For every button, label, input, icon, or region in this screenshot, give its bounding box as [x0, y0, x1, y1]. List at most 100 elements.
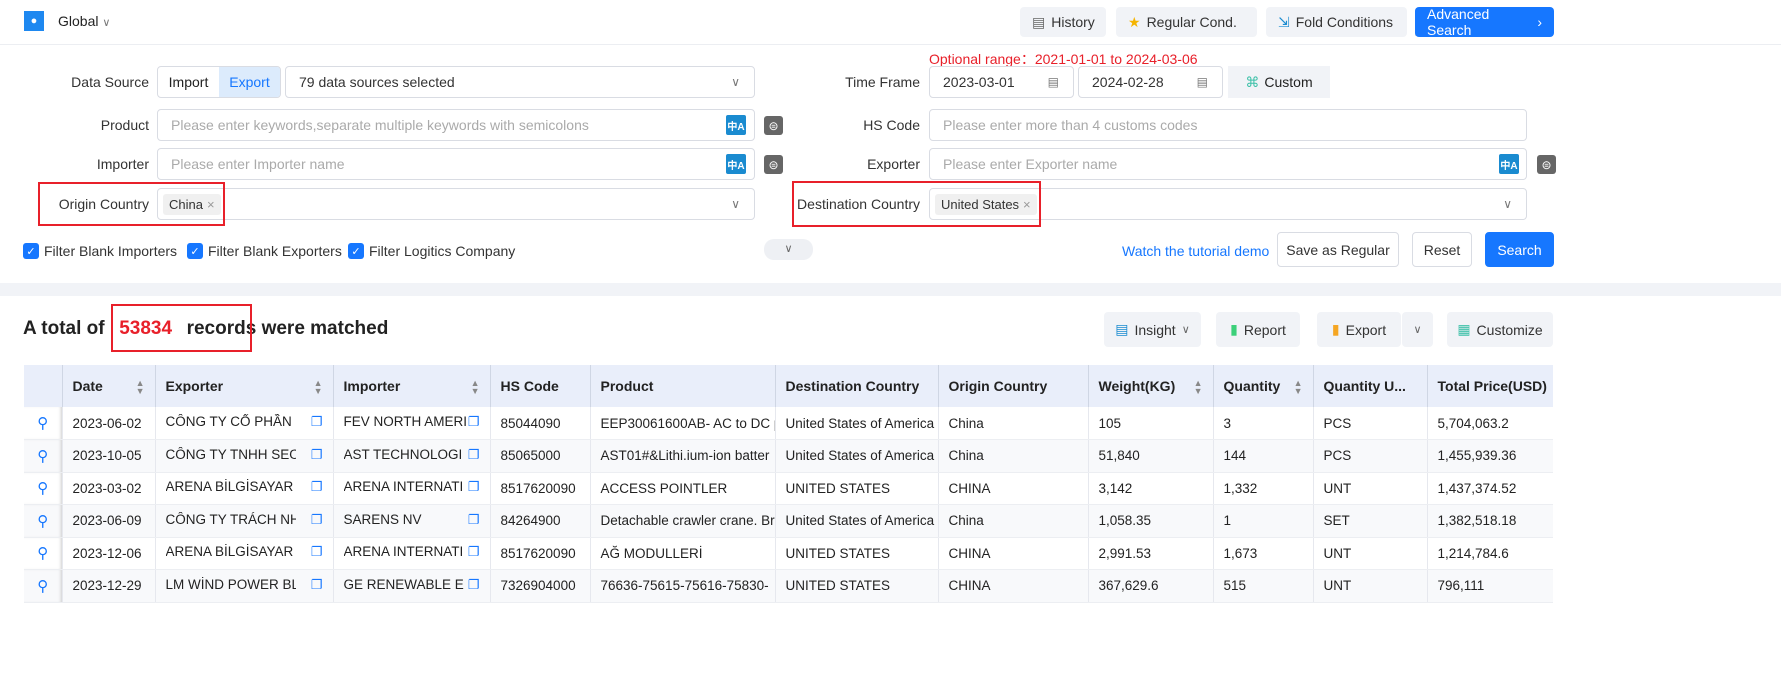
- column-label: Destination Country: [785, 378, 920, 394]
- search-icon[interactable]: ⚲: [24, 537, 62, 570]
- search-icon[interactable]: ⚲: [24, 569, 62, 603]
- time-frame-label: Time Frame: [845, 74, 920, 90]
- copy-icon[interactable]: ❐: [310, 414, 323, 429]
- sort-icon[interactable]: ▲ ▼: [313, 377, 323, 396]
- copy-icon[interactable]: ❐: [310, 576, 323, 592]
- cell-value: 76636-75615-75616-75830-: [600, 578, 769, 594]
- history-button[interactable]: ▤ History: [1020, 7, 1106, 37]
- export-button[interactable]: ▮ Export: [1317, 312, 1401, 347]
- table-row[interactable]: ⚲ 2023-12-06 ❐ ARENA BİLGİSAYAR S ❐ ARENA INT…: [24, 537, 1553, 570]
- report-button[interactable]: ▮ Report: [1216, 312, 1300, 347]
- save-regular-button[interactable]: Save as Regular: [1277, 232, 1399, 267]
- table-row[interactable]: ⚲ 2023-03-02 ❐ ARENA BİLGİSAYAR S ❐ ARENA INT…: [24, 472, 1553, 505]
- customize-button[interactable]: ▦ Customize: [1447, 312, 1553, 347]
- regular-cond-button[interactable]: ★ Regular Cond.: [1116, 7, 1257, 37]
- match-mode-icon[interactable]: ⊜: [764, 116, 783, 135]
- table-cell: 2023-06-02: [61, 407, 155, 440]
- insight-button[interactable]: ▤ Insight ∨: [1104, 312, 1201, 347]
- data-sources-select[interactable]: 79 data sources selected ∨: [285, 66, 755, 98]
- importer-input[interactable]: Please enter Importer name: [157, 148, 755, 180]
- remove-tag-icon[interactable]: ×: [1023, 196, 1031, 212]
- destination-country-label: Destination Country: [797, 196, 920, 212]
- copy-icon[interactable]: ❐: [467, 576, 480, 592]
- column-header[interactable]: Date ▲ ▼: [61, 365, 155, 407]
- advanced-search-button[interactable]: Advanced Search ›: [1415, 6, 1554, 38]
- table-cell: 85065000: [489, 439, 590, 473]
- date-to-input[interactable]: 2024-02-28 ▤: [1078, 66, 1223, 98]
- highlight-box: [111, 304, 252, 352]
- reset-button[interactable]: Reset: [1412, 232, 1472, 267]
- expand-toggle[interactable]: ∨: [764, 239, 813, 260]
- match-mode-icon[interactable]: ⊜: [1537, 155, 1556, 174]
- date-from-input[interactable]: 2023-03-01 ▤: [929, 66, 1074, 98]
- search-icon[interactable]: ⚲: [24, 439, 62, 473]
- import-export-toggle: Import Export: [157, 66, 281, 98]
- table-cell: 51,840: [1087, 439, 1213, 473]
- report-label: Report: [1243, 321, 1286, 338]
- cell-value: CÔNG TY CỔ PHẦN SẢ: [165, 414, 296, 429]
- export-dropdown-button[interactable]: ∨: [1402, 312, 1433, 347]
- copy-icon[interactable]: ❐: [467, 479, 480, 495]
- advanced-label: Advanced Search: [1427, 6, 1490, 38]
- export-toggle[interactable]: Export: [219, 67, 280, 97]
- search-icon[interactable]: ⚲: [24, 504, 62, 538]
- table-cell: 1,382,518.18: [1426, 504, 1553, 538]
- copy-icon[interactable]: ❐: [467, 414, 480, 429]
- product-input[interactable]: Please enter keywords,separate multiple …: [157, 109, 755, 141]
- copy-icon[interactable]: ❐: [310, 511, 323, 527]
- column-header[interactable]: Importer ▲ ▼: [332, 365, 490, 407]
- copy-icon[interactable]: ❐: [467, 544, 480, 560]
- sort-icon[interactable]: ▲ ▼: [135, 377, 145, 396]
- custom-button[interactable]: ⌘ Custom: [1228, 66, 1330, 98]
- search-icon[interactable]: ⚲: [24, 407, 62, 440]
- sort-icon[interactable]: ▲ ▼: [1193, 377, 1203, 396]
- copy-icon[interactable]: ❐: [310, 446, 323, 462]
- report-icon: ▮: [1230, 321, 1238, 337]
- translate-icon[interactable]: 中A: [726, 115, 746, 135]
- exporter-input[interactable]: Please enter Exporter name: [929, 148, 1527, 180]
- copy-icon[interactable]: ❐: [310, 479, 323, 495]
- origin-country-select[interactable]: China × ∨: [157, 188, 755, 220]
- column-label: Origin Country: [948, 378, 1048, 394]
- chevron-down-icon: ∨: [731, 75, 740, 89]
- copy-icon[interactable]: ❐: [467, 511, 480, 527]
- data-source-label: Data Source: [71, 74, 149, 90]
- table-cell: ❐ AST TECHNOLOGI: [332, 439, 490, 473]
- cell-value: United States of America: [785, 448, 935, 464]
- search-icon[interactable]: ⚲: [24, 472, 62, 505]
- table-cell: 8517620090: [489, 472, 590, 505]
- table-row[interactable]: ⚲2023-06-02❐CÔNG TY CỔ PHẦN SẢ❐FEV NORTH…: [24, 407, 1553, 440]
- region-select[interactable]: Global ∨: [58, 13, 111, 29]
- import-toggle[interactable]: Import: [168, 74, 209, 90]
- check-icon: ✓: [23, 243, 39, 259]
- table-cell: 1,214,784.6: [1426, 537, 1553, 570]
- column-header[interactable]: Quantity ▲ ▼: [1212, 365, 1313, 407]
- sort-icon[interactable]: ▲ ▼: [1293, 377, 1303, 396]
- search-button[interactable]: Search: [1485, 232, 1554, 267]
- sort-icon[interactable]: ▲ ▼: [470, 377, 480, 396]
- remove-tag-icon[interactable]: ×: [206, 196, 215, 212]
- cell-value: 796,111: [1437, 578, 1485, 594]
- table-cell: 8517620090: [489, 537, 590, 570]
- table-cell: 367,629.6: [1087, 569, 1213, 603]
- table-cell: ❐ CÔNG TY TRÁCH NHIỆ: [154, 504, 333, 538]
- copy-icon[interactable]: ❐: [467, 446, 480, 462]
- fold-conditions-button[interactable]: ⇲ Fold Conditions: [1266, 7, 1407, 37]
- match-mode-icon[interactable]: ⊜: [764, 155, 783, 174]
- filter-blank-importers-checkbox[interactable]: ✓ Filter Blank Importers: [23, 243, 177, 259]
- column-header[interactable]: Weight(KG) ▲ ▼: [1087, 365, 1213, 407]
- table-cell: UNT: [1312, 472, 1427, 505]
- globe-icon[interactable]: ●: [24, 11, 44, 31]
- tutorial-link[interactable]: Watch the tutorial demo: [1122, 243, 1270, 259]
- translate-icon[interactable]: 中A: [1499, 154, 1519, 174]
- filter-blank-exporters-checkbox[interactable]: ✓ Filter Blank Exporters: [187, 243, 342, 259]
- table-row[interactable]: ⚲ 2023-12-29 ❐ LM WİND POWER BLA ❐ GE RENEWAB…: [24, 569, 1553, 603]
- hs-code-input[interactable]: Please enter more than 4 customs codes: [929, 109, 1527, 141]
- column-header[interactable]: Exporter ▲ ▼: [154, 365, 333, 407]
- filter-logistics-checkbox[interactable]: ✓ Filter Logitics Company: [348, 243, 515, 259]
- translate-icon[interactable]: 中A: [726, 154, 746, 174]
- destination-country-select[interactable]: United States × ∨: [929, 188, 1527, 220]
- copy-icon[interactable]: ❐: [310, 544, 323, 560]
- table-row[interactable]: ⚲ 2023-06-09 ❐ CÔNG TY TRÁCH NHIỆ ❐ SARENS NV…: [24, 504, 1553, 538]
- table-row[interactable]: ⚲2023-10-05❐CÔNG TY TNHH SEOJI❐AST TECHN…: [24, 439, 1553, 473]
